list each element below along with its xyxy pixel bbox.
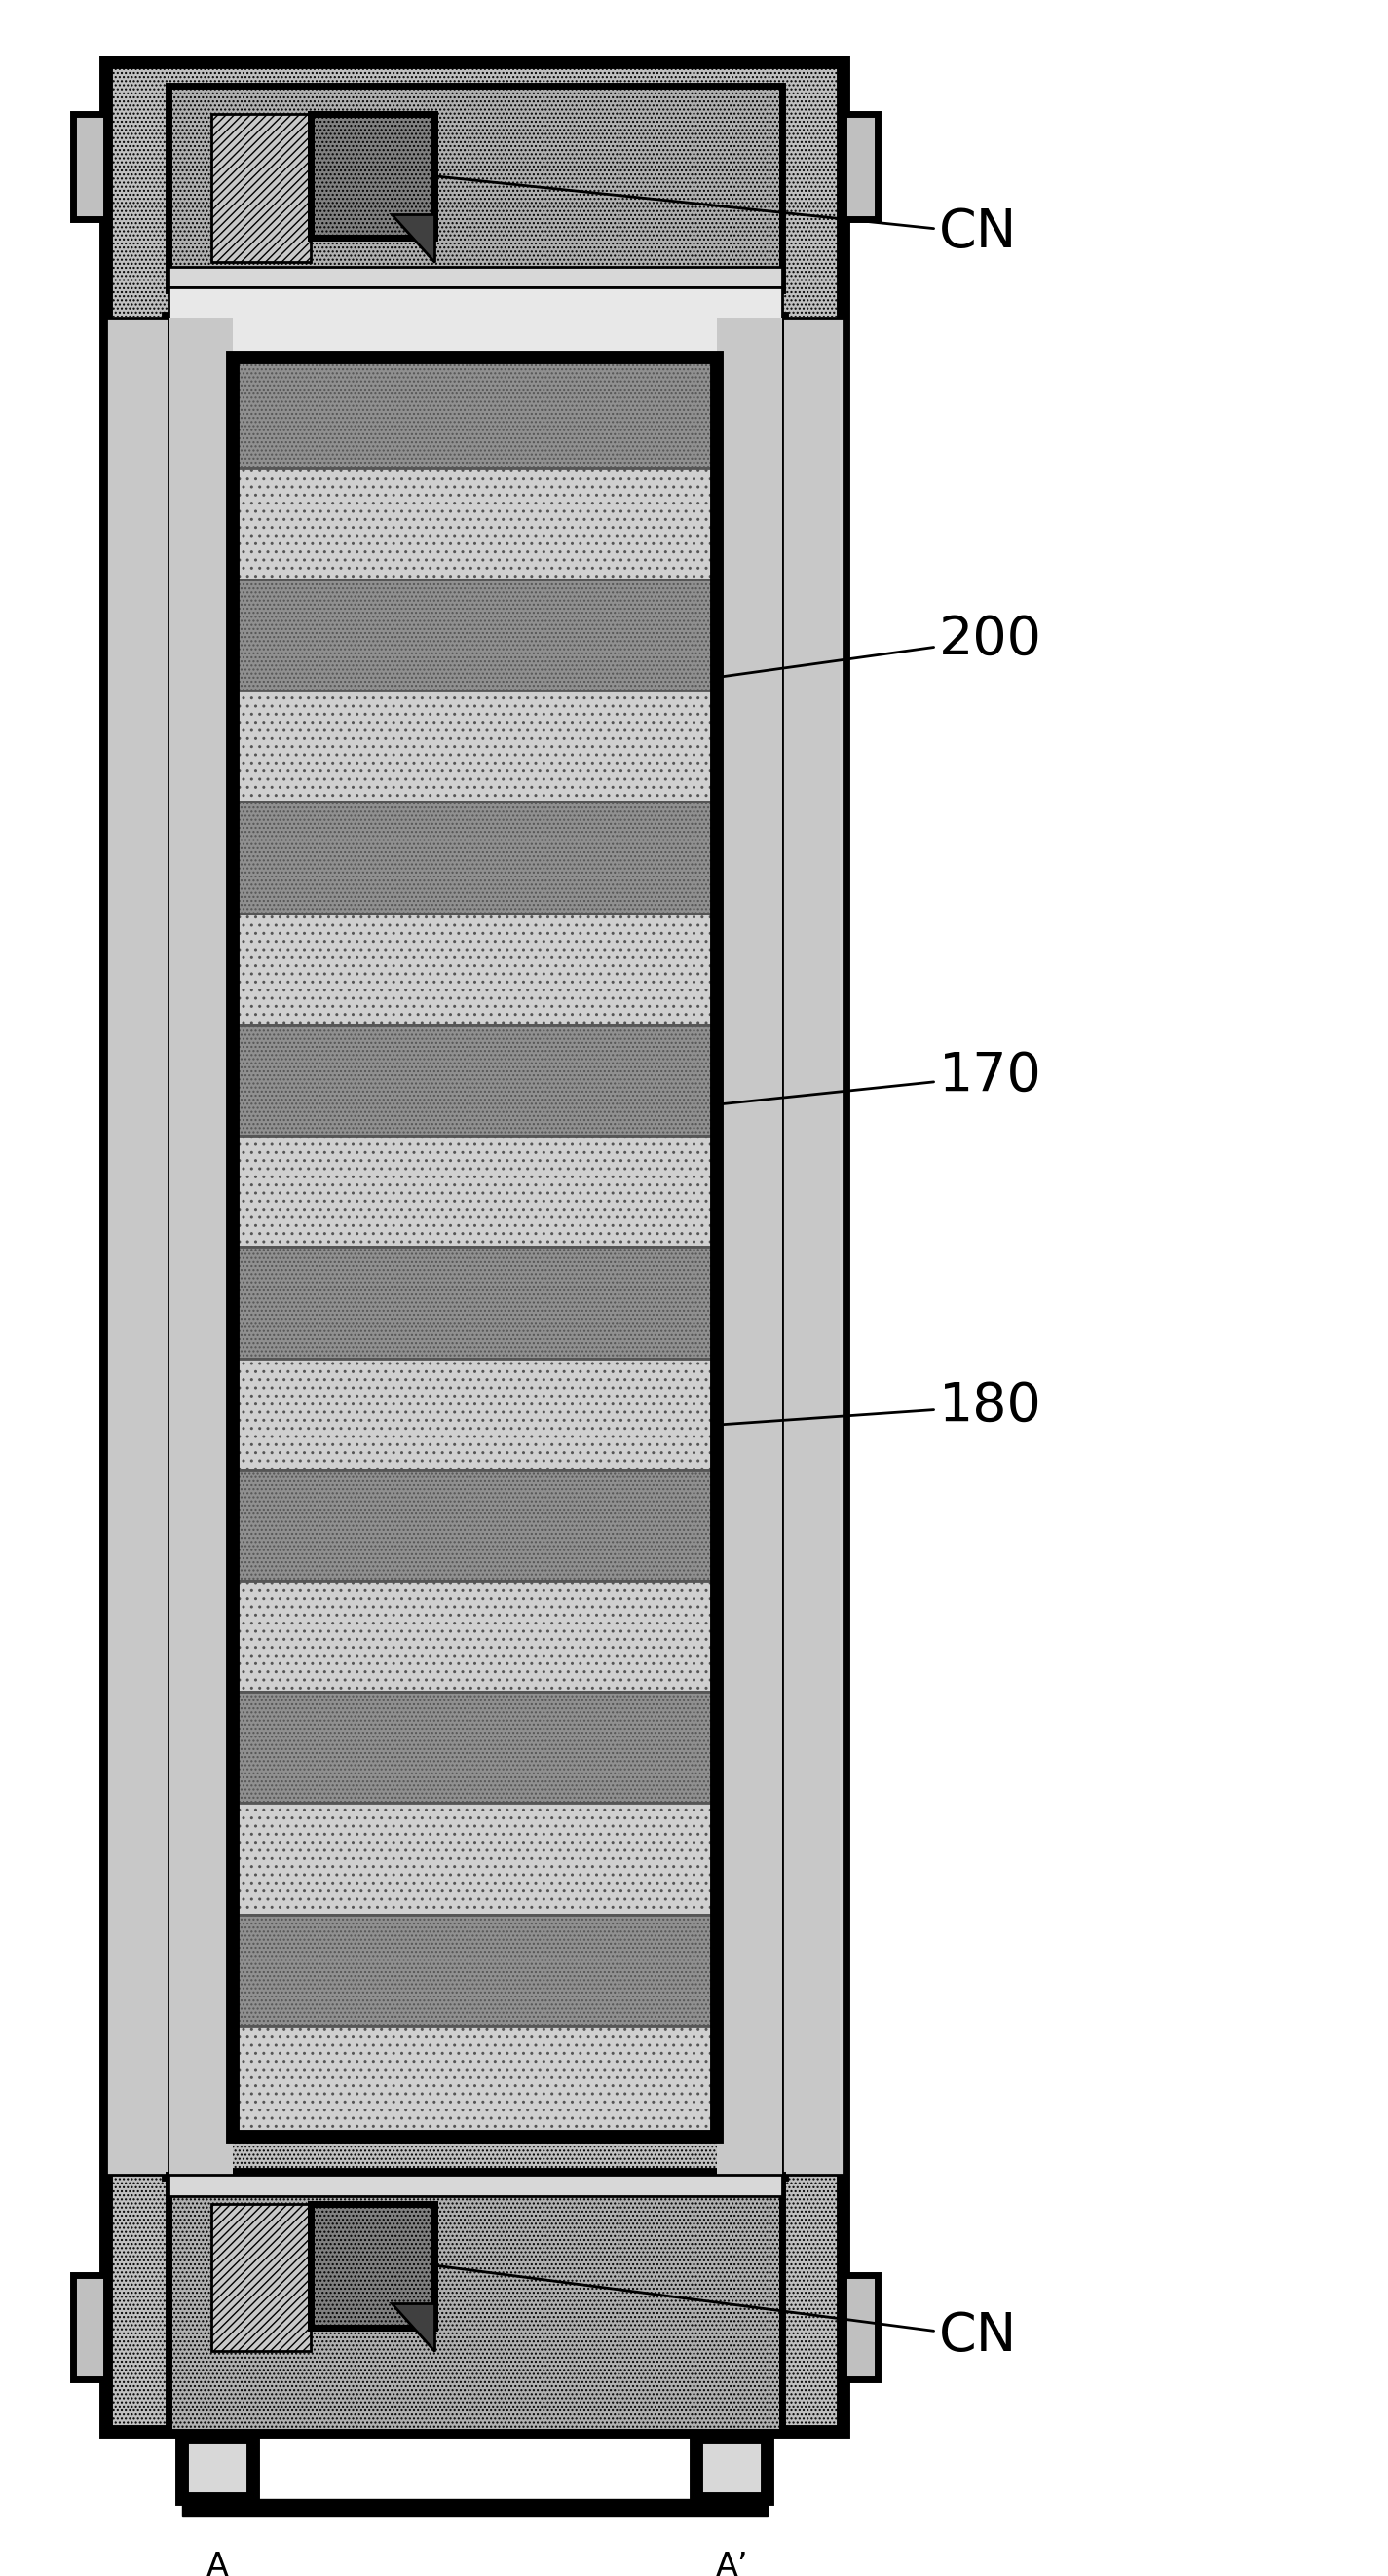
Bar (311, 2202, 434, 2326)
Bar (311, 113, 434, 237)
Polygon shape (391, 2303, 434, 2352)
Bar (844, 113, 877, 219)
Bar (105, 319, 168, 2174)
Bar (233, 690, 718, 801)
Text: 180: 180 (720, 1381, 1042, 1432)
Bar (781, 319, 844, 2174)
Text: 200: 200 (720, 613, 1042, 677)
Text: A: A (207, 2550, 229, 2576)
Bar (233, 580, 718, 690)
Bar (844, 2275, 877, 2380)
Bar (105, 62, 844, 2432)
Bar (233, 1692, 718, 1803)
Bar (211, 2202, 311, 2352)
Text: 170: 170 (720, 1048, 1042, 1105)
Bar (311, 113, 434, 237)
Bar (168, 289, 781, 358)
Bar (211, 113, 311, 263)
Bar (72, 2275, 105, 2380)
Bar (233, 912, 718, 1025)
Text: CN: CN (437, 175, 1017, 260)
Bar (233, 1582, 718, 1692)
Bar (233, 801, 718, 912)
Bar (311, 2202, 434, 2326)
Bar (718, 319, 781, 2174)
Bar (72, 113, 105, 219)
Bar (233, 1914, 718, 2025)
Bar (168, 319, 781, 2174)
Bar (168, 85, 781, 291)
Bar (697, 2437, 768, 2499)
Bar (233, 469, 718, 580)
Bar (233, 1025, 718, 1136)
Bar (105, 319, 168, 2174)
Bar (233, 358, 718, 2138)
Bar (168, 265, 781, 289)
Bar (233, 1247, 718, 1358)
Polygon shape (391, 214, 434, 263)
Bar (168, 2174, 781, 2432)
Bar (781, 319, 844, 2174)
Text: CN: CN (437, 2267, 1017, 2362)
Bar (182, 2437, 254, 2499)
Bar (182, 2499, 768, 2517)
Bar (233, 1358, 718, 1468)
Bar (233, 1803, 718, 1914)
Bar (233, 2025, 718, 2138)
Bar (233, 1468, 718, 1582)
Bar (233, 358, 718, 469)
Bar (233, 1136, 718, 1247)
Text: A’: A’ (715, 2550, 748, 2576)
Bar (168, 319, 233, 2174)
Bar (168, 2174, 781, 2195)
